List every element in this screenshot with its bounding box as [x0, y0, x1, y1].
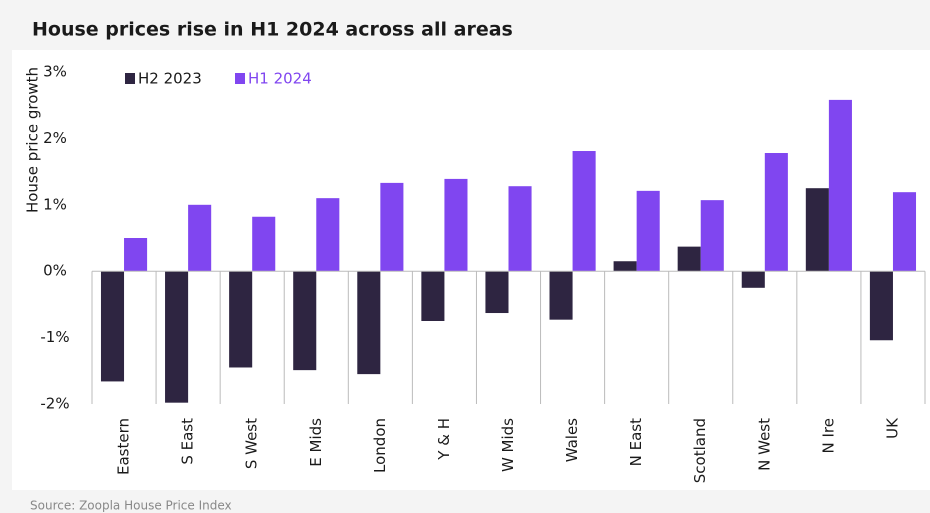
y-tick-label: 0% [43, 262, 67, 280]
bar [508, 186, 532, 272]
legend-swatch [125, 73, 135, 84]
bar [805, 188, 829, 272]
x-tick-label: E Mids [307, 418, 325, 467]
bar [613, 261, 637, 272]
bar [188, 204, 212, 272]
x-tick-label: S East [179, 418, 197, 465]
bar [252, 216, 276, 272]
bar [572, 151, 596, 272]
x-tick-label: N West [755, 418, 773, 471]
x-tick-label: W Mids [499, 418, 517, 472]
y-tick-label: 2% [43, 129, 67, 147]
x-tick-label: UK [883, 417, 901, 439]
x-tick-label: Y & H [435, 418, 453, 461]
bar [549, 271, 573, 320]
bar [124, 238, 148, 272]
bar [316, 198, 340, 272]
y-tick-label: -1% [40, 328, 69, 346]
x-tick-label: London [371, 418, 389, 473]
x-tick-label: N East [627, 418, 645, 466]
bar [892, 192, 917, 272]
legend-label: H1 2024 [248, 70, 312, 88]
y-axis-label: House price growth [24, 67, 42, 213]
bar [444, 178, 468, 272]
bar [229, 271, 253, 368]
bar [100, 271, 125, 382]
bar [293, 271, 317, 371]
bar [357, 271, 381, 375]
bar [636, 190, 660, 272]
plot-panel [12, 50, 930, 490]
source: Source: Zoopla House Price Index [30, 499, 232, 513]
bar [869, 271, 893, 341]
bar [677, 246, 701, 272]
bar [380, 182, 404, 272]
bar [485, 271, 509, 314]
y-tick-label: -2% [40, 395, 69, 413]
bar [700, 200, 724, 272]
x-tick-label: Scotland [691, 418, 709, 483]
legend-swatch [235, 73, 245, 84]
x-tick-label: Wales [563, 418, 581, 462]
bar [165, 271, 189, 403]
bar [421, 271, 445, 321]
x-tick-label: N Ire [819, 418, 837, 453]
bar [764, 153, 788, 272]
bar [828, 99, 852, 272]
y-tick-label: 3% [43, 63, 67, 81]
chart-title: House prices rise in H1 2024 across all … [32, 19, 513, 41]
bar [741, 271, 765, 288]
y-tick-label: 1% [43, 195, 67, 213]
legend-label: H2 2023 [138, 70, 202, 88]
x-tick-label: S West [243, 418, 261, 469]
x-tick-label: Eastern [115, 418, 133, 475]
